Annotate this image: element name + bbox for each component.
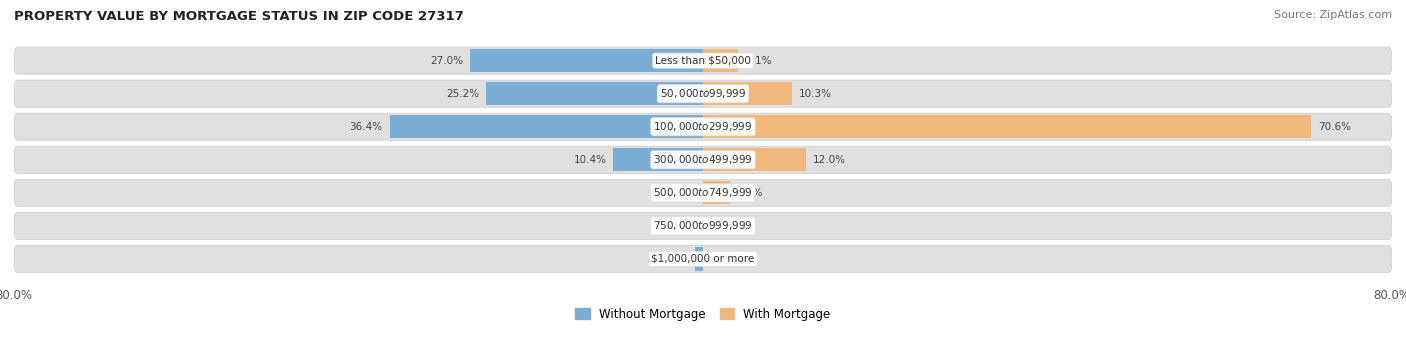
Text: $750,000 to $999,999: $750,000 to $999,999 [654,219,752,233]
Text: Less than $50,000: Less than $50,000 [655,56,751,66]
FancyBboxPatch shape [14,212,1392,239]
Bar [389,115,703,138]
Text: PROPERTY VALUE BY MORTGAGE STATUS IN ZIP CODE 27317: PROPERTY VALUE BY MORTGAGE STATUS IN ZIP… [14,10,464,23]
Text: 3.1%: 3.1% [737,188,763,198]
Bar [471,49,703,72]
Text: 10.3%: 10.3% [799,89,831,99]
Text: 0.0%: 0.0% [669,221,696,231]
Bar [486,82,703,105]
FancyBboxPatch shape [14,245,1392,273]
Bar [703,49,738,72]
FancyBboxPatch shape [14,80,1392,107]
Text: 36.4%: 36.4% [350,122,382,132]
Bar [613,148,703,171]
FancyBboxPatch shape [14,179,1392,206]
Bar [703,82,792,105]
Bar [703,115,1310,138]
FancyBboxPatch shape [14,146,1392,173]
Text: $300,000 to $499,999: $300,000 to $499,999 [654,153,752,166]
Text: 27.0%: 27.0% [430,56,464,66]
Text: 10.4%: 10.4% [574,155,606,165]
Legend: Without Mortgage, With Mortgage: Without Mortgage, With Mortgage [571,303,835,325]
Bar [703,181,730,204]
Text: $100,000 to $299,999: $100,000 to $299,999 [654,120,752,133]
Text: 12.0%: 12.0% [813,155,846,165]
Text: $50,000 to $99,999: $50,000 to $99,999 [659,87,747,100]
Text: 0.98%: 0.98% [655,254,688,264]
Text: Source: ZipAtlas.com: Source: ZipAtlas.com [1274,10,1392,20]
Text: 0.0%: 0.0% [669,188,696,198]
Text: 70.6%: 70.6% [1317,122,1351,132]
Bar [703,148,807,171]
Text: $1,000,000 or more: $1,000,000 or more [651,254,755,264]
Text: 0.0%: 0.0% [710,221,737,231]
Text: 4.1%: 4.1% [745,56,772,66]
Bar [695,248,703,271]
Text: 0.0%: 0.0% [710,254,737,264]
FancyBboxPatch shape [14,47,1392,74]
Text: 25.2%: 25.2% [446,89,479,99]
FancyBboxPatch shape [14,113,1392,140]
Text: $500,000 to $749,999: $500,000 to $749,999 [654,186,752,199]
